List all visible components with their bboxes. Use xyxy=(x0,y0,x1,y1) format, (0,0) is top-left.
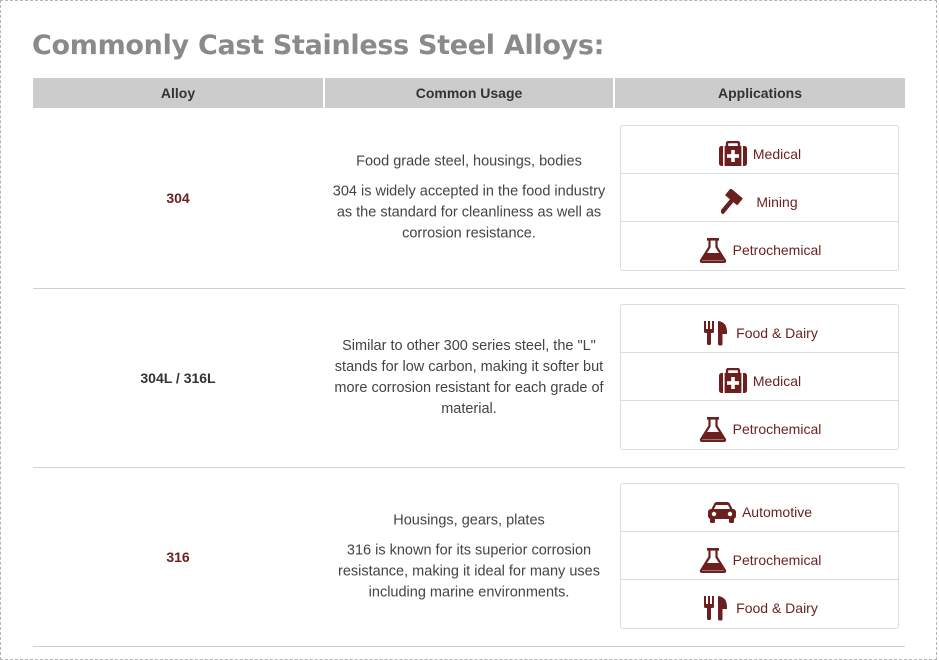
usage-description: Similar to other 300 series steel, the "… xyxy=(334,338,604,417)
page-title: Commonly Cast Stainless Steel Alloys: xyxy=(32,30,605,61)
medical-kit-icon xyxy=(718,140,748,167)
fork-knife-icon xyxy=(701,595,731,621)
application-item: Petrochemical xyxy=(621,222,898,270)
usage-description: 316 is known for its superior corrosion … xyxy=(338,542,600,601)
header-common-usage: Common Usage xyxy=(325,78,613,108)
application-label: Petrochemical xyxy=(732,421,822,437)
applications-list: Medical Mining Petrochemical xyxy=(620,125,899,271)
applications-list: Automotive Petrochemical Food & Dairy xyxy=(620,483,899,629)
flask-icon xyxy=(698,416,728,442)
car-icon xyxy=(707,499,737,525)
common-usage: Food grade steel, housings, bodies 304 i… xyxy=(325,152,613,245)
hammer-icon xyxy=(721,188,751,215)
table-row-316: 316 Housings, gears, plates 316 is known… xyxy=(33,468,905,646)
application-label: Medical xyxy=(752,372,802,389)
flask-icon xyxy=(698,547,728,573)
header-applications: Applications xyxy=(615,78,905,108)
application-label: Petrochemical xyxy=(732,242,822,258)
application-label: Petrochemical xyxy=(732,551,822,568)
common-usage: Housings, gears, plates 316 is known for… xyxy=(325,511,613,604)
application-label: Automotive xyxy=(741,503,813,520)
application-item: Medical xyxy=(621,126,898,174)
row-divider xyxy=(33,288,905,289)
application-item: Medical xyxy=(621,353,898,401)
application-label: Food & Dairy xyxy=(736,324,818,341)
application-label: Mining xyxy=(756,193,798,210)
usage-description: 304 is widely accepted in the food indus… xyxy=(332,183,606,242)
application-item: Food & Dairy xyxy=(621,305,898,353)
application-item: Petrochemical xyxy=(621,532,898,580)
fork-knife-icon xyxy=(701,320,731,346)
table-row-304l-316l: 304L / 316L Similar to other 300 series … xyxy=(33,289,905,467)
row-divider xyxy=(33,646,905,647)
usage-summary: Food grade steel, housings, bodies xyxy=(356,153,582,170)
alloy-name: 304 xyxy=(166,190,190,206)
applications-list: Food & Dairy Medical Petrochemical xyxy=(620,304,899,450)
application-label: Food & Dairy xyxy=(736,600,818,616)
application-item: Food & Dairy xyxy=(621,580,898,628)
table-header: Alloy Common Usage Applications xyxy=(33,78,905,108)
application-item: Mining xyxy=(621,174,898,222)
header-alloy: Alloy xyxy=(33,78,323,108)
alloy-name: 316 xyxy=(166,549,190,565)
alloy-name: 304L / 316L xyxy=(140,370,216,386)
application-item: Petrochemical xyxy=(621,401,898,449)
flask-icon xyxy=(698,237,728,263)
row-divider xyxy=(33,467,905,468)
medical-kit-icon xyxy=(718,367,748,394)
common-usage: Similar to other 300 series steel, the "… xyxy=(325,336,613,420)
application-label: Medical xyxy=(752,145,802,162)
application-item: Automotive xyxy=(621,484,898,532)
usage-summary: Housings, gears, plates xyxy=(393,512,545,529)
table-row-304: 304 Food grade steel, housings, bodies 3… xyxy=(33,108,905,288)
